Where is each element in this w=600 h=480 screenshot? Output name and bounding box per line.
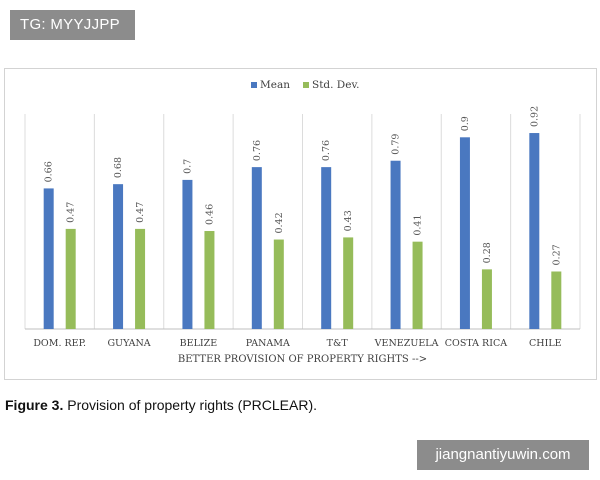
data-label-mean-venezuela: 0.79 [391,134,402,155]
bar-std-dev-panama [273,239,284,329]
x-axis-title: BETTER PROVISION OF PROPERTY RIGHTS --> [178,354,427,365]
watermark-top: TG: MYYJJPP [10,10,135,40]
bar-std-dev-belize [204,231,215,329]
figure-caption-text: Provision of property rights (PRCLEAR). [67,397,318,413]
data-label-std-dev-t-t: 0.43 [343,210,354,231]
data-label-std-dev-belize: 0.46 [204,204,215,225]
watermark-bottom: jiangnantiyuwin.com [417,440,589,470]
data-label-std-dev-panama: 0.42 [274,212,285,233]
data-label-std-dev-guyana: 0.47 [135,202,146,223]
bar-mean-guyana [113,184,124,329]
data-label-mean-t-t: 0.76 [321,140,332,161]
bar-chart: Mean Std. Dev. 0.66 0.47 DOM. REP. 0.68 0.47 GU… [24,79,581,365]
category-label-panama: PANAMA [246,338,290,349]
bar-mean-belize [182,179,193,329]
bar-std-dev-t-t [343,237,354,329]
data-label-mean-panama: 0.76 [252,140,263,161]
figure-caption: Figure 3. Provision of property rights (… [5,397,317,413]
bar-mean-costa-rica [459,137,470,329]
data-label-std-dev-chile: 0.27 [551,244,562,265]
legend-swatch-mean [251,82,257,88]
category-label-belize: BELIZE [180,338,218,349]
data-label-mean-guyana: 0.68 [113,157,124,178]
category-label-venezuela: VENEZUELA [374,338,439,349]
bar-mean-panama [251,167,262,329]
data-label-mean-costa-rica: 0.9 [460,116,471,131]
category-label-costa-rica: COSTA RICA [445,338,507,349]
data-label-std-dev-venezuela: 0.41 [413,215,424,236]
bar-std-dev-dom-rep [65,228,76,329]
bar-std-dev-chile [551,271,562,329]
data-label-mean-dom-rep: 0.66 [44,161,55,182]
category-label-t-t: T&T [327,338,349,349]
data-label-mean-chile: 0.92 [529,106,540,127]
bar-mean-t-t [321,167,332,329]
category-label-dom-rep: DOM. REP. [33,338,86,349]
bar-std-dev-guyana [135,228,146,329]
legend-swatch-std-dev [303,82,309,88]
bar-std-dev-costa-rica [481,269,492,329]
legend-label-std-dev: Std. Dev. [312,79,359,91]
data-label-std-dev-dom-rep: 0.47 [66,202,77,223]
figure-label: Figure 3. [5,397,64,413]
category-label-guyana: GUYANA [107,338,150,349]
data-label-mean-belize: 0.7 [182,159,193,174]
bar-mean-dom-rep [43,188,54,329]
bar-mean-venezuela [390,160,401,329]
bar-mean-chile [529,133,540,329]
category-label-chile: CHILE [529,338,562,349]
bar-std-dev-venezuela [412,241,423,329]
legend-label-mean: Mean [260,79,290,91]
chart-frame: Mean Std. Dev. 0.66 0.47 DOM. REP. 0.68 0.47 GU… [4,68,597,380]
data-label-std-dev-costa-rica: 0.28 [482,242,493,263]
